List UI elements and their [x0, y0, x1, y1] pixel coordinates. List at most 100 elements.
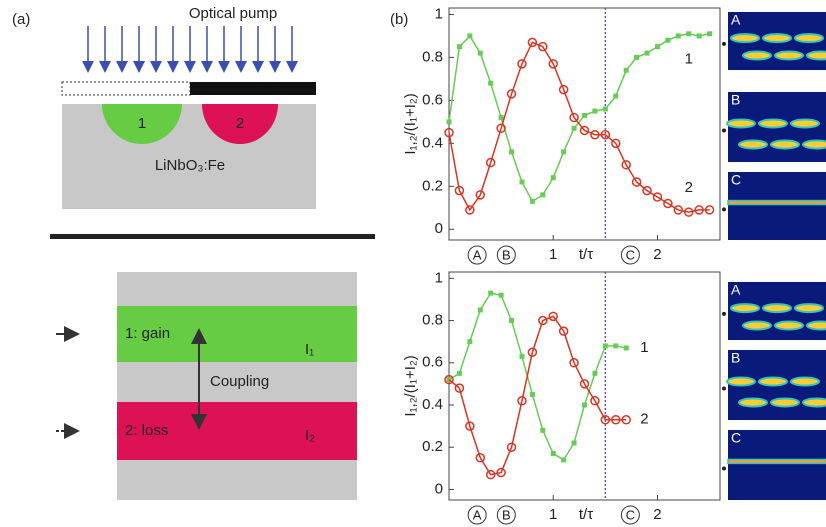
data-point [663, 198, 673, 209]
pump-label: Optical pump [189, 5, 277, 22]
gain-label: 1: gain [125, 325, 170, 342]
guide-2 [202, 104, 278, 144]
data-point [686, 31, 692, 37]
series-line [448, 292, 627, 461]
data-point [496, 467, 506, 478]
data-point [456, 44, 462, 50]
y-axis-label: I₁,₂/(I₁+I₂) [402, 355, 419, 416]
data-point [704, 205, 715, 215]
data-point [550, 175, 556, 181]
inset-label: B [731, 92, 740, 108]
data-point [444, 374, 454, 385]
mode-spot [758, 118, 788, 129]
data-point [488, 290, 494, 296]
inset-pointer [722, 386, 726, 391]
y-tick-label: 1 [435, 269, 443, 286]
data-point [694, 205, 704, 215]
data-point [621, 415, 631, 425]
data-point [652, 192, 663, 202]
intensity-label: I₁ [305, 341, 314, 358]
mode-spot [770, 139, 800, 150]
mode-spot [802, 139, 826, 150]
inset-label: A [731, 12, 741, 28]
data-point [631, 177, 642, 187]
mode-inset: B [726, 350, 826, 420]
series-label: 2 [685, 179, 693, 196]
loss-label: 2: loss [125, 422, 168, 439]
loss-guide [117, 402, 357, 460]
inset-pointer [722, 207, 726, 212]
inset-label: C [731, 172, 741, 188]
x-axis-label: t/τ [579, 246, 593, 263]
data-point [602, 106, 608, 112]
mode-inset: C [727, 430, 826, 500]
x-tick-label: 2 [653, 246, 661, 263]
data-point [634, 54, 640, 60]
data-point [611, 415, 621, 425]
inset-label: A [731, 282, 741, 298]
annotation-circle [620, 245, 640, 265]
mode-spot [730, 33, 760, 44]
panel-a: (a) Optical pump 1 2 LiNbO₃:Fe 1: gain 2… [12, 5, 375, 500]
mode-inset: A [728, 282, 826, 340]
series-line [448, 33, 710, 203]
data-point [509, 149, 515, 155]
mask-open [61, 81, 191, 96]
data-point [496, 123, 506, 134]
guide-1 [102, 104, 182, 144]
data-point [579, 125, 590, 136]
data-point [477, 50, 483, 56]
y-tick-label: 1 [435, 5, 443, 22]
data-point [600, 415, 611, 425]
data-point [561, 149, 567, 155]
data-point [654, 44, 660, 50]
mode-inset: B [726, 92, 826, 162]
data-point [621, 160, 631, 170]
data-point [519, 353, 525, 359]
data-point [642, 185, 652, 196]
y-tick-label: 0.4 [422, 396, 443, 413]
annotation-circle [620, 505, 640, 525]
data-point [477, 307, 483, 313]
data-point [571, 440, 577, 446]
data-point [582, 402, 587, 408]
y-tick-label: 0 [435, 480, 443, 497]
mode-spot [742, 50, 772, 61]
series-label: 1 [640, 339, 648, 356]
mode-spot [790, 118, 820, 129]
data-point [683, 207, 694, 217]
series-line [448, 315, 627, 476]
inset-label: B [731, 350, 740, 366]
mode-stripe [727, 199, 826, 206]
mode-spot [790, 376, 820, 387]
data-point [571, 125, 577, 131]
y-tick-label: 0.2 [422, 177, 443, 194]
mode-spot [774, 320, 804, 331]
data-point [444, 127, 454, 138]
data-point [675, 33, 681, 39]
data-point [590, 129, 600, 140]
y-tick-label: 0 [435, 220, 443, 237]
mask-dark [190, 82, 316, 95]
data-point [558, 84, 569, 95]
mode-spot [726, 376, 756, 387]
divider [50, 234, 375, 239]
mode-spot [794, 303, 824, 314]
data-point [538, 41, 548, 52]
mode-spot [738, 397, 768, 408]
data-point [454, 383, 465, 393]
mode-inset: A [728, 12, 826, 70]
mode-spot [774, 50, 804, 61]
y-tick-label: 0.8 [422, 312, 443, 329]
data-point [475, 190, 486, 200]
data-point [488, 80, 494, 86]
data-point [527, 347, 538, 357]
inset-pointer [722, 128, 726, 133]
data-point [613, 343, 619, 349]
mode-spot [794, 33, 824, 44]
inset-bg [728, 430, 826, 500]
data-point [623, 67, 629, 73]
y-tick-label: 0.8 [422, 48, 443, 65]
data-point [538, 315, 548, 326]
